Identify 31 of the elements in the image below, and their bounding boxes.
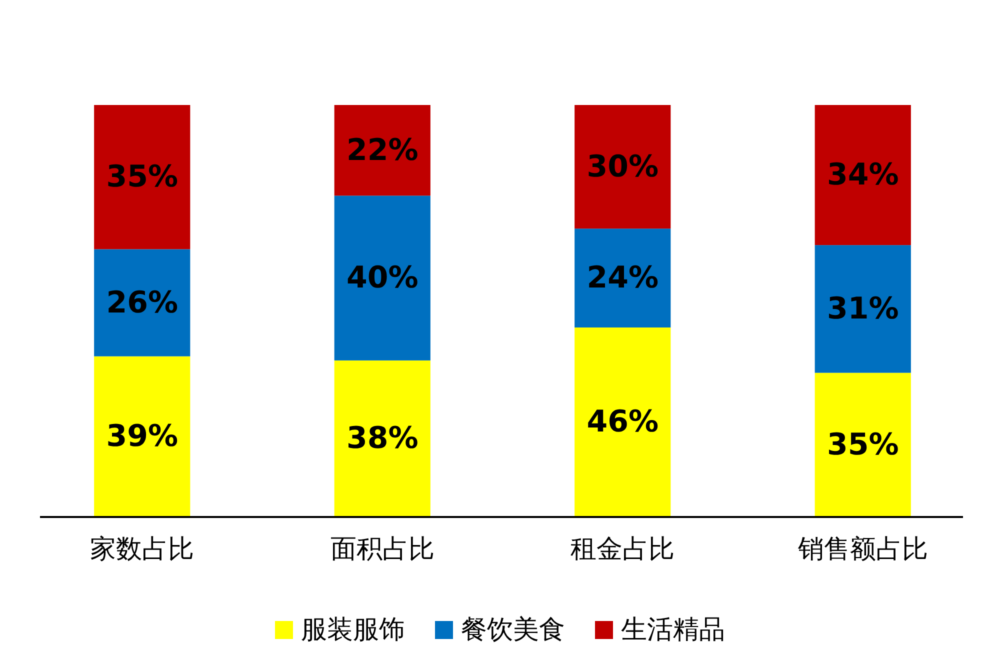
data-label: 30% [586, 149, 659, 184]
data-label: 40% [346, 260, 418, 296]
bar [334, 196, 430, 360]
bar [94, 105, 190, 250]
bar [574, 228, 671, 328]
bar [334, 105, 430, 196]
bar [814, 245, 911, 373]
bar [94, 356, 190, 517]
data-label: 34% [826, 158, 899, 193]
legend-label: 服装服饰 [301, 615, 405, 645]
x-tick-label: 租金占比 [570, 534, 675, 564]
x-tick-label: 家数占比 [90, 534, 194, 564]
data-label: 46% [586, 404, 659, 440]
bar [574, 105, 671, 229]
bar [814, 372, 911, 517]
bar [574, 327, 671, 517]
x-tick-label: 面积占比 [330, 534, 434, 564]
bar [94, 249, 190, 356]
data-label: 39% [106, 419, 178, 454]
data-label: 38% [346, 421, 418, 456]
x-tick-label: 销售额占比 [796, 534, 928, 564]
bar [334, 360, 430, 517]
data-label: 24% [586, 260, 659, 296]
legend-label: 生活精品 [621, 615, 725, 645]
legend-label: 餐饮美食 [461, 615, 565, 645]
data-label: 35% [106, 160, 178, 195]
data-label: 22% [346, 132, 418, 168]
bar [814, 105, 911, 246]
data-label: 26% [106, 285, 178, 320]
data-label: 35% [826, 427, 899, 462]
data-label: 31% [826, 291, 899, 326]
